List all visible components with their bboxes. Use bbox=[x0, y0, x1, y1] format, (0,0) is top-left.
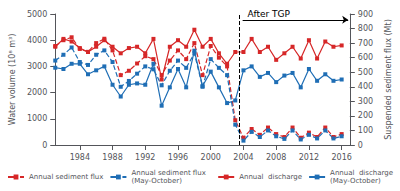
svg-text:0: 0 bbox=[42, 141, 47, 150]
svg-text:900: 900 bbox=[358, 10, 373, 19]
svg-text:700: 700 bbox=[358, 39, 373, 48]
svg-text:Annual discharge: Annual discharge bbox=[330, 169, 393, 177]
svg-text:5000: 5000 bbox=[27, 10, 47, 19]
svg-text:600: 600 bbox=[358, 53, 373, 62]
svg-text:3000: 3000 bbox=[27, 62, 47, 71]
svg-text:100: 100 bbox=[358, 126, 373, 135]
svg-text:1000: 1000 bbox=[27, 114, 47, 123]
svg-text:Suspended sediment flux (Mt): Suspended sediment flux (Mt) bbox=[384, 19, 393, 140]
svg-text:200: 200 bbox=[358, 111, 373, 120]
svg-text:(May-October): (May-October) bbox=[330, 177, 381, 185]
svg-text:1984: 1984 bbox=[70, 153, 90, 162]
svg-text:2012: 2012 bbox=[299, 153, 319, 162]
svg-text:1988: 1988 bbox=[102, 153, 122, 162]
svg-text:500: 500 bbox=[358, 68, 373, 77]
svg-text:2016: 2016 bbox=[331, 153, 351, 162]
svg-text:2008: 2008 bbox=[266, 153, 286, 162]
svg-text:4000: 4000 bbox=[27, 36, 47, 45]
svg-text:0: 0 bbox=[358, 141, 363, 150]
svg-text:Water volume (10⁸ m³): Water volume (10⁸ m³) bbox=[8, 34, 17, 126]
svg-text:300: 300 bbox=[358, 97, 373, 106]
svg-text:2000: 2000 bbox=[27, 88, 47, 97]
svg-text:Annual sediment flux: Annual sediment flux bbox=[29, 173, 103, 181]
svg-text:1996: 1996 bbox=[168, 153, 188, 162]
svg-text:2000: 2000 bbox=[201, 153, 221, 162]
svg-text:After TGP: After TGP bbox=[248, 9, 291, 19]
svg-text:(May-October): (May-October) bbox=[131, 177, 182, 185]
svg-text:400: 400 bbox=[358, 82, 373, 91]
svg-text:1992: 1992 bbox=[135, 153, 155, 162]
svg-text:800: 800 bbox=[358, 24, 373, 33]
svg-text:Annual sediment flux: Annual sediment flux bbox=[131, 169, 205, 177]
svg-text:Annual discharge: Annual discharge bbox=[239, 173, 302, 181]
svg-text:2004: 2004 bbox=[233, 153, 253, 162]
